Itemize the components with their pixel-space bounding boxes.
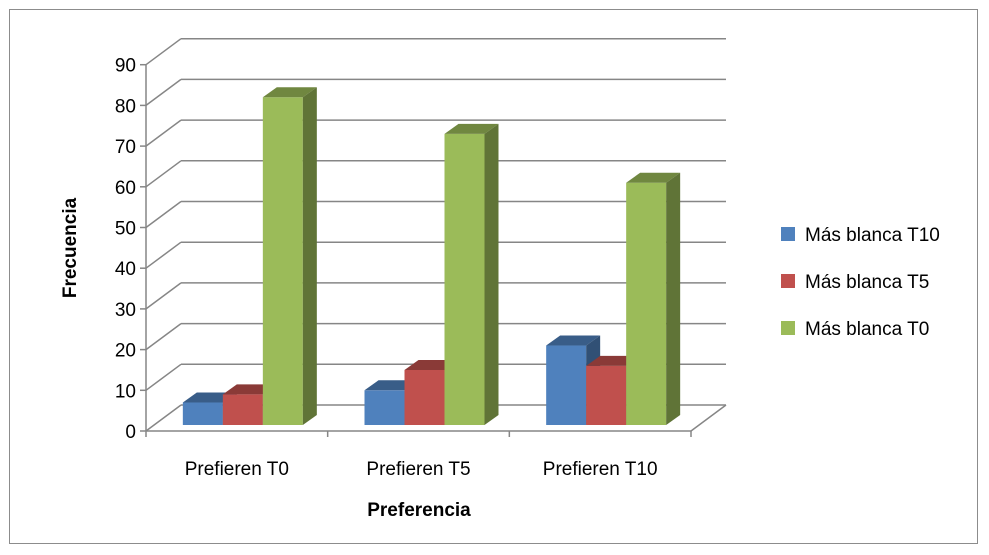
y-tick-label: 10	[115, 381, 136, 402]
gridline-side	[145, 78, 182, 107]
gridline-side	[145, 282, 182, 310]
gridline-side	[145, 200, 182, 229]
legend-item: Más blanca T5	[781, 272, 929, 293]
bar-front	[222, 394, 263, 425]
x-tick-label: Prefieren T0	[185, 459, 289, 480]
bar-front	[626, 182, 667, 425]
bar	[262, 87, 317, 425]
gridline-side	[145, 322, 182, 351]
gridline-side	[145, 241, 182, 269]
legend-swatch	[781, 227, 795, 241]
y-tick-label: 40	[115, 259, 136, 280]
legend-item: Más blanca T10	[781, 225, 940, 246]
legend-swatch	[781, 321, 795, 335]
y-tick-label: 70	[115, 137, 136, 158]
bar	[626, 172, 681, 425]
x-axis-title: Preferencia	[367, 500, 471, 521]
bar-front	[586, 365, 627, 425]
tick-labels: 0 10 20 30 40 50 60 70 80 90 Prefieren T0 Prefieren…	[115, 56, 658, 480]
gridline-side	[145, 160, 182, 188]
y-tick-label: 50	[115, 219, 136, 240]
bar-side	[484, 123, 499, 425]
bar-front	[364, 390, 405, 425]
gridline-side	[145, 119, 182, 147]
legend-swatch	[781, 274, 795, 288]
bar-front	[444, 133, 485, 425]
gridline-side	[145, 38, 182, 66]
bar-side	[666, 172, 681, 425]
x-tick-label: Prefieren T10	[543, 459, 658, 480]
bar-front	[182, 402, 223, 425]
bar-top	[626, 172, 681, 183]
y-axis-title: Frecuencia	[60, 197, 81, 298]
legend-item: Más blanca T0	[781, 319, 929, 340]
y-tick-label: 80	[115, 96, 136, 117]
floor-right-edge	[690, 404, 727, 432]
bar-top	[444, 123, 499, 134]
y-tick-label: 0	[125, 422, 136, 443]
bar-side	[302, 87, 317, 425]
bar	[444, 123, 499, 425]
bar-front	[262, 97, 303, 425]
bar-front	[546, 345, 587, 425]
legend: Más blanca T10 Más blanca T5 Más blanca T0	[781, 225, 940, 340]
gridline-side	[145, 404, 182, 432]
legend-label: Más blanca T5	[805, 272, 929, 293]
legend-label: Más blanca T10	[805, 225, 940, 246]
bars	[182, 87, 681, 425]
gridline-side	[145, 363, 182, 391]
legend-label: Más blanca T0	[805, 319, 929, 340]
bar-front	[404, 369, 445, 425]
y-tick-label: 90	[115, 56, 136, 77]
y-tick-label: 60	[115, 178, 136, 199]
x-tick-label: Prefieren T5	[366, 459, 470, 480]
y-tick-label: 20	[115, 341, 136, 362]
y-tick-label: 30	[115, 300, 136, 321]
bar-top	[546, 335, 601, 346]
bar-top	[262, 87, 317, 98]
